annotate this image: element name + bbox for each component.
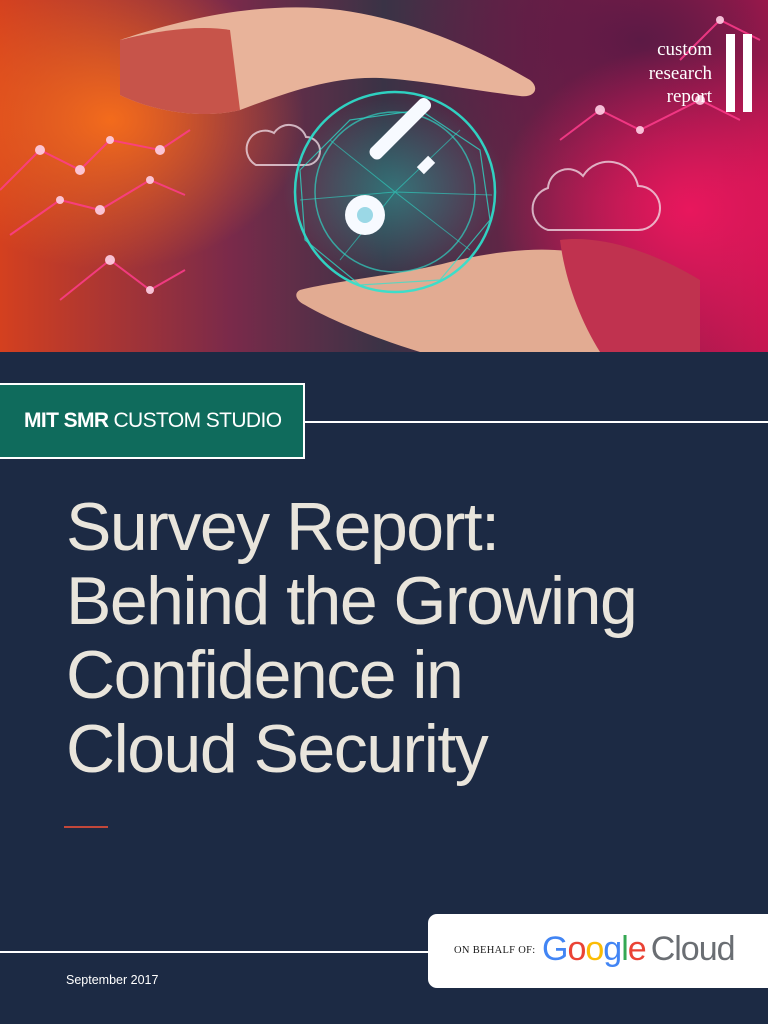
google-logo-product: Cloud <box>650 930 736 968</box>
brand-logo: MIT SMR CUSTOM STUDIO <box>0 383 305 459</box>
brand-bold: MIT SMR <box>24 409 109 432</box>
report-type-line: report <box>666 86 712 107</box>
brand-regular: CUSTOM STUDIO <box>113 409 282 432</box>
title-line: Survey Report: <box>66 489 500 565</box>
brand-divider <box>300 421 768 423</box>
report-bars-icon <box>726 34 756 112</box>
title-line: Confidence in <box>66 637 464 713</box>
hands-icon <box>120 7 700 352</box>
google-logo-letter: l <box>621 930 629 968</box>
hero-image: custom research report <box>0 0 768 352</box>
accent-rule <box>64 826 108 828</box>
google-logo-letter: G <box>542 930 568 968</box>
sponsor-box: ON BEHALF OF: Google Cloud <box>428 914 768 988</box>
report-type-label: custom research report <box>649 38 712 109</box>
google-logo-letter: e <box>627 930 647 968</box>
google-logo-letter: g <box>603 930 622 968</box>
publication-date: September 2017 <box>66 973 159 987</box>
google-cloud-logo: Google Cloud <box>542 930 736 969</box>
bottom-divider <box>0 951 430 953</box>
report-type-line: research <box>648 62 712 84</box>
sponsor-label: ON BEHALF OF: <box>454 945 536 956</box>
report-title: Survey Report: Behind the Growing Confid… <box>66 490 756 786</box>
google-logo-letter: o <box>585 930 604 968</box>
cloud-icon <box>245 123 661 231</box>
report-type-line: custom <box>657 39 712 60</box>
title-line: Behind the Growing <box>66 563 638 639</box>
title-line: Cloud Security <box>66 711 489 787</box>
google-logo-letter: o <box>567 930 586 968</box>
